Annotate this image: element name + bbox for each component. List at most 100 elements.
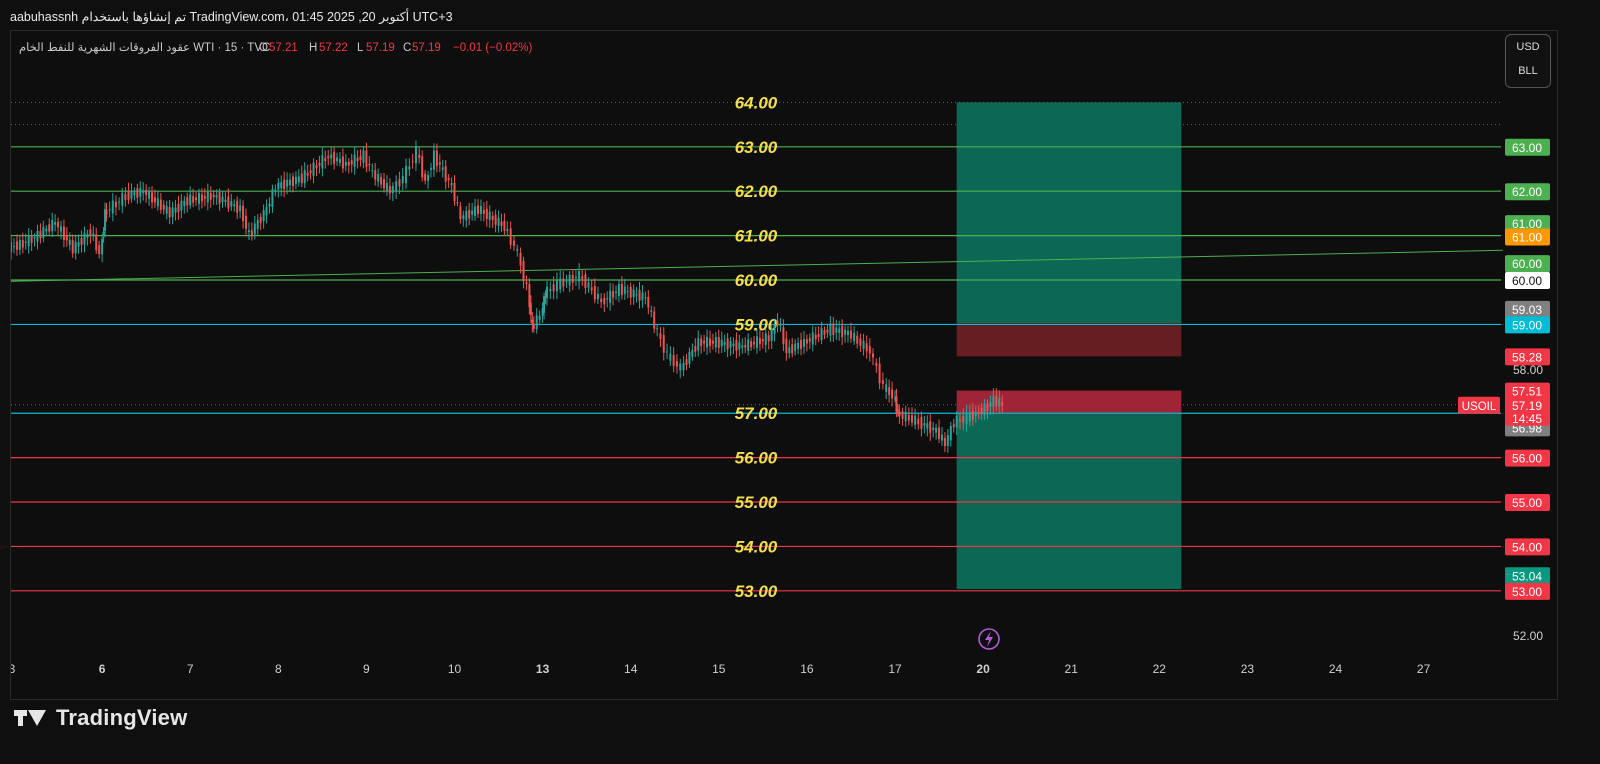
candle-body (506, 229, 509, 231)
candle-body (603, 297, 606, 305)
candle-body (359, 155, 362, 160)
candle-body (104, 209, 107, 231)
close-label: C (403, 42, 411, 54)
candle-body (121, 193, 124, 206)
candle-body (247, 230, 250, 233)
candle-body (383, 179, 386, 189)
candle-body (491, 215, 494, 220)
candle-body (291, 176, 294, 187)
candle-body (644, 297, 647, 299)
candle-body (233, 204, 236, 207)
candle-body (80, 238, 83, 245)
candle-body (875, 362, 878, 367)
candle-body (791, 344, 794, 354)
candle-body (738, 342, 741, 350)
candle-body (315, 165, 318, 169)
high-label: H (309, 42, 317, 54)
candle-body (894, 398, 896, 400)
candle-body (324, 157, 327, 162)
candle-body (703, 340, 706, 344)
change-value: −0.01 (−0.02%) (453, 42, 532, 54)
candle-body (153, 197, 156, 203)
candle-body (11, 242, 13, 253)
currency-unit-box[interactable]: USD BLL (1505, 34, 1551, 88)
candle-body (995, 395, 998, 406)
y-axis-label: 52.00 (1513, 629, 1543, 643)
candle-body (770, 328, 773, 342)
candle-body (330, 154, 333, 159)
price-chart[interactable]: عقود الفروقات الشهرية للنفط الخام WTI · … (11, 31, 1559, 701)
candle-body (224, 199, 227, 202)
candle-body (615, 291, 618, 293)
candle-body (914, 415, 917, 425)
candle-body (206, 191, 209, 203)
candle-body (171, 207, 174, 218)
candle-body (744, 344, 747, 348)
trendline (11, 249, 1503, 282)
level-label: 64.00 (735, 93, 778, 112)
candle-body (516, 249, 519, 251)
candle-body (662, 334, 665, 353)
candle-body (485, 208, 488, 219)
candle-body (221, 196, 224, 203)
candle-body (289, 179, 292, 186)
candle-body (45, 228, 48, 232)
rr-box-lower-stop (956, 390, 1182, 415)
candle-body (878, 363, 881, 384)
candle-body (95, 234, 98, 251)
candle-body (33, 237, 36, 239)
candle-body (885, 384, 888, 392)
candle-body (758, 338, 761, 345)
candle-body (130, 190, 133, 199)
close-value: 57.19 (412, 42, 441, 54)
price-tag-label: 60.00 (1512, 257, 1542, 271)
candle-body (983, 403, 986, 416)
level-label: 53.00 (735, 582, 778, 601)
candle-body (244, 215, 247, 229)
candle-body (532, 324, 535, 329)
candle-body (65, 235, 68, 241)
candle-body (162, 204, 165, 210)
candle-body (242, 205, 245, 222)
x-axis-label: 14 (624, 662, 638, 676)
candle-body (139, 188, 142, 197)
candle-body (968, 412, 971, 422)
candle-body (24, 241, 27, 243)
candle-body (177, 203, 180, 212)
candle-body (920, 416, 923, 429)
candle-body (368, 163, 371, 166)
candle-body (675, 361, 678, 367)
rr-box-upper-target (956, 102, 1182, 324)
candle-body (761, 339, 764, 342)
price-tag-label: 61.00 (1512, 217, 1542, 231)
candle-body (626, 291, 629, 293)
candle-body (294, 176, 297, 184)
price-tag-label: 62.00 (1512, 185, 1542, 199)
candle-body (341, 156, 344, 169)
candle-body (21, 239, 24, 248)
candle-body (180, 200, 183, 211)
candle-body (535, 315, 538, 330)
candle-body (606, 298, 609, 300)
candle-body (779, 325, 782, 327)
candle-body (720, 339, 723, 347)
candle-body (203, 196, 206, 199)
candle-body (89, 229, 92, 237)
candle-body (898, 411, 901, 417)
candle-body (230, 201, 233, 207)
chart-frame[interactable]: عقود الفروقات الشهرية للنفط الخام WTI · … (10, 30, 1558, 700)
x-axis-label: 21 (1065, 662, 1079, 676)
candle-body (962, 416, 965, 423)
candle-body (92, 233, 95, 237)
candle-body (989, 401, 992, 407)
candle-body (965, 412, 968, 424)
candle-body (559, 278, 562, 290)
candle-body (300, 173, 303, 184)
level-label: 56.00 (735, 449, 778, 468)
candle-body (612, 291, 615, 298)
candle-body (741, 345, 744, 348)
candle-body (531, 319, 534, 325)
candle-body (377, 174, 380, 182)
candle-body (168, 207, 171, 218)
candle-body (753, 341, 756, 345)
